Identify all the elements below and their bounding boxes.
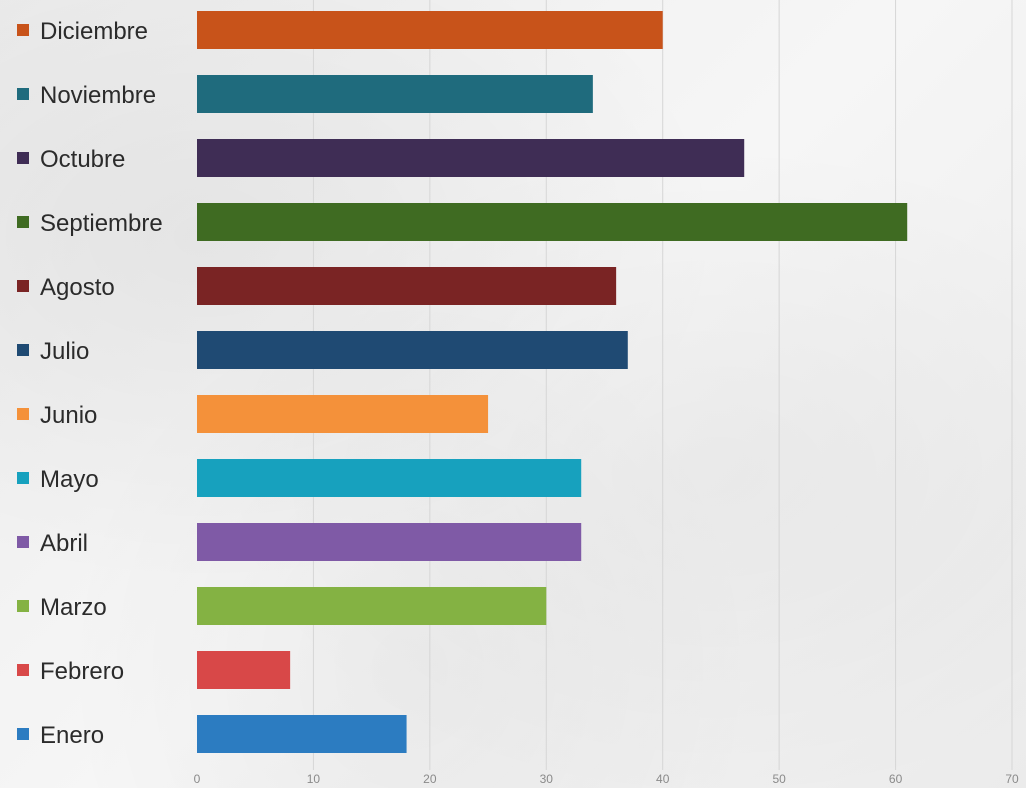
x-tick-label: 70 xyxy=(1005,772,1019,786)
x-tick-label: 60 xyxy=(889,772,903,786)
legend-swatch xyxy=(17,728,29,740)
legend-swatch xyxy=(17,216,29,228)
bar-julio xyxy=(197,331,628,369)
x-tick-label: 50 xyxy=(772,772,786,786)
category-label: Junio xyxy=(40,402,97,429)
legend-swatch xyxy=(17,536,29,548)
category-label: Diciembre xyxy=(40,18,148,45)
category-label: Marzo xyxy=(40,594,107,621)
x-tick-label: 40 xyxy=(656,772,670,786)
legend-swatch xyxy=(17,24,29,36)
x-tick-label: 30 xyxy=(540,772,554,786)
bar-mayo xyxy=(197,459,582,497)
x-tick-label: 0 xyxy=(194,772,201,786)
category-label: Mayo xyxy=(40,466,99,493)
category-labels: Diciembre Noviembre Octubre Septiembre Agost… xyxy=(17,18,163,749)
bar-enero xyxy=(197,715,407,753)
category-label: Abril xyxy=(40,530,88,557)
x-tick-label: 20 xyxy=(423,772,437,786)
bar-junio xyxy=(197,395,489,433)
x-axis-ticks: 0 10 20 30 40 50 60 70 xyxy=(194,772,1019,786)
bar-marzo xyxy=(197,587,547,625)
bar-agosto xyxy=(197,267,617,305)
bar-septiembre xyxy=(197,203,908,241)
category-label: Julio xyxy=(40,338,89,365)
category-label: Enero xyxy=(40,722,104,749)
category-label: Agosto xyxy=(40,274,115,301)
legend-swatch xyxy=(17,152,29,164)
bar-abril xyxy=(197,523,582,561)
legend-swatch xyxy=(17,88,29,100)
grid-lines xyxy=(312,0,1013,770)
legend-swatch xyxy=(17,472,29,484)
category-label: Octubre xyxy=(40,146,125,173)
bar-diciembre xyxy=(197,11,663,49)
legend-swatch xyxy=(17,600,29,612)
legend-swatch xyxy=(17,664,29,676)
bar-noviembre xyxy=(197,75,593,113)
x-tick-label: 10 xyxy=(307,772,321,786)
category-label: Noviembre xyxy=(40,82,156,109)
bar-febrero xyxy=(197,651,291,689)
legend-swatch xyxy=(17,280,29,292)
bar-octubre xyxy=(197,139,745,177)
category-label: Septiembre xyxy=(40,210,163,237)
legend-swatch xyxy=(17,408,29,420)
bars xyxy=(197,11,908,753)
legend-swatch xyxy=(17,344,29,356)
category-label: Febrero xyxy=(40,658,124,685)
